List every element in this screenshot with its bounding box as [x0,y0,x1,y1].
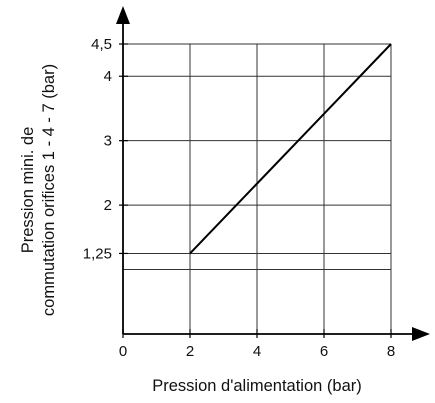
x-tick-label: 4 [253,343,261,360]
x-tick-label: 0 [119,343,127,360]
x-tick-label: 2 [186,343,194,360]
axes [116,6,430,341]
series [189,43,392,255]
y-tick-label: 4,5 [91,36,112,53]
grid [123,43,392,334]
x-tick-label: 8 [387,343,395,360]
y-axis-title-line-2: commutation orifices 1 - 4 - 7 (bar) [40,64,58,316]
y-tick-label: 4 [104,68,112,85]
y-axis-title-line-1: Pression mini. de [19,127,37,254]
series-line [189,43,392,255]
x-axis-arrow [412,327,430,341]
x-axis-title: Pression d'alimentation (bar) [152,377,362,395]
y-axis-title: Pression mini. de commutation orifices 1… [19,64,58,316]
y-tick-label: 1,25 [83,245,112,262]
y-tick-label: 2 [104,197,112,214]
y-tick-label: 3 [104,133,112,150]
y-axis-arrow [116,6,130,24]
tick-labels: 0 2 4 6 8 1,25 2 3 4 4,5 [83,36,395,360]
x-tick-label: 6 [320,343,328,360]
